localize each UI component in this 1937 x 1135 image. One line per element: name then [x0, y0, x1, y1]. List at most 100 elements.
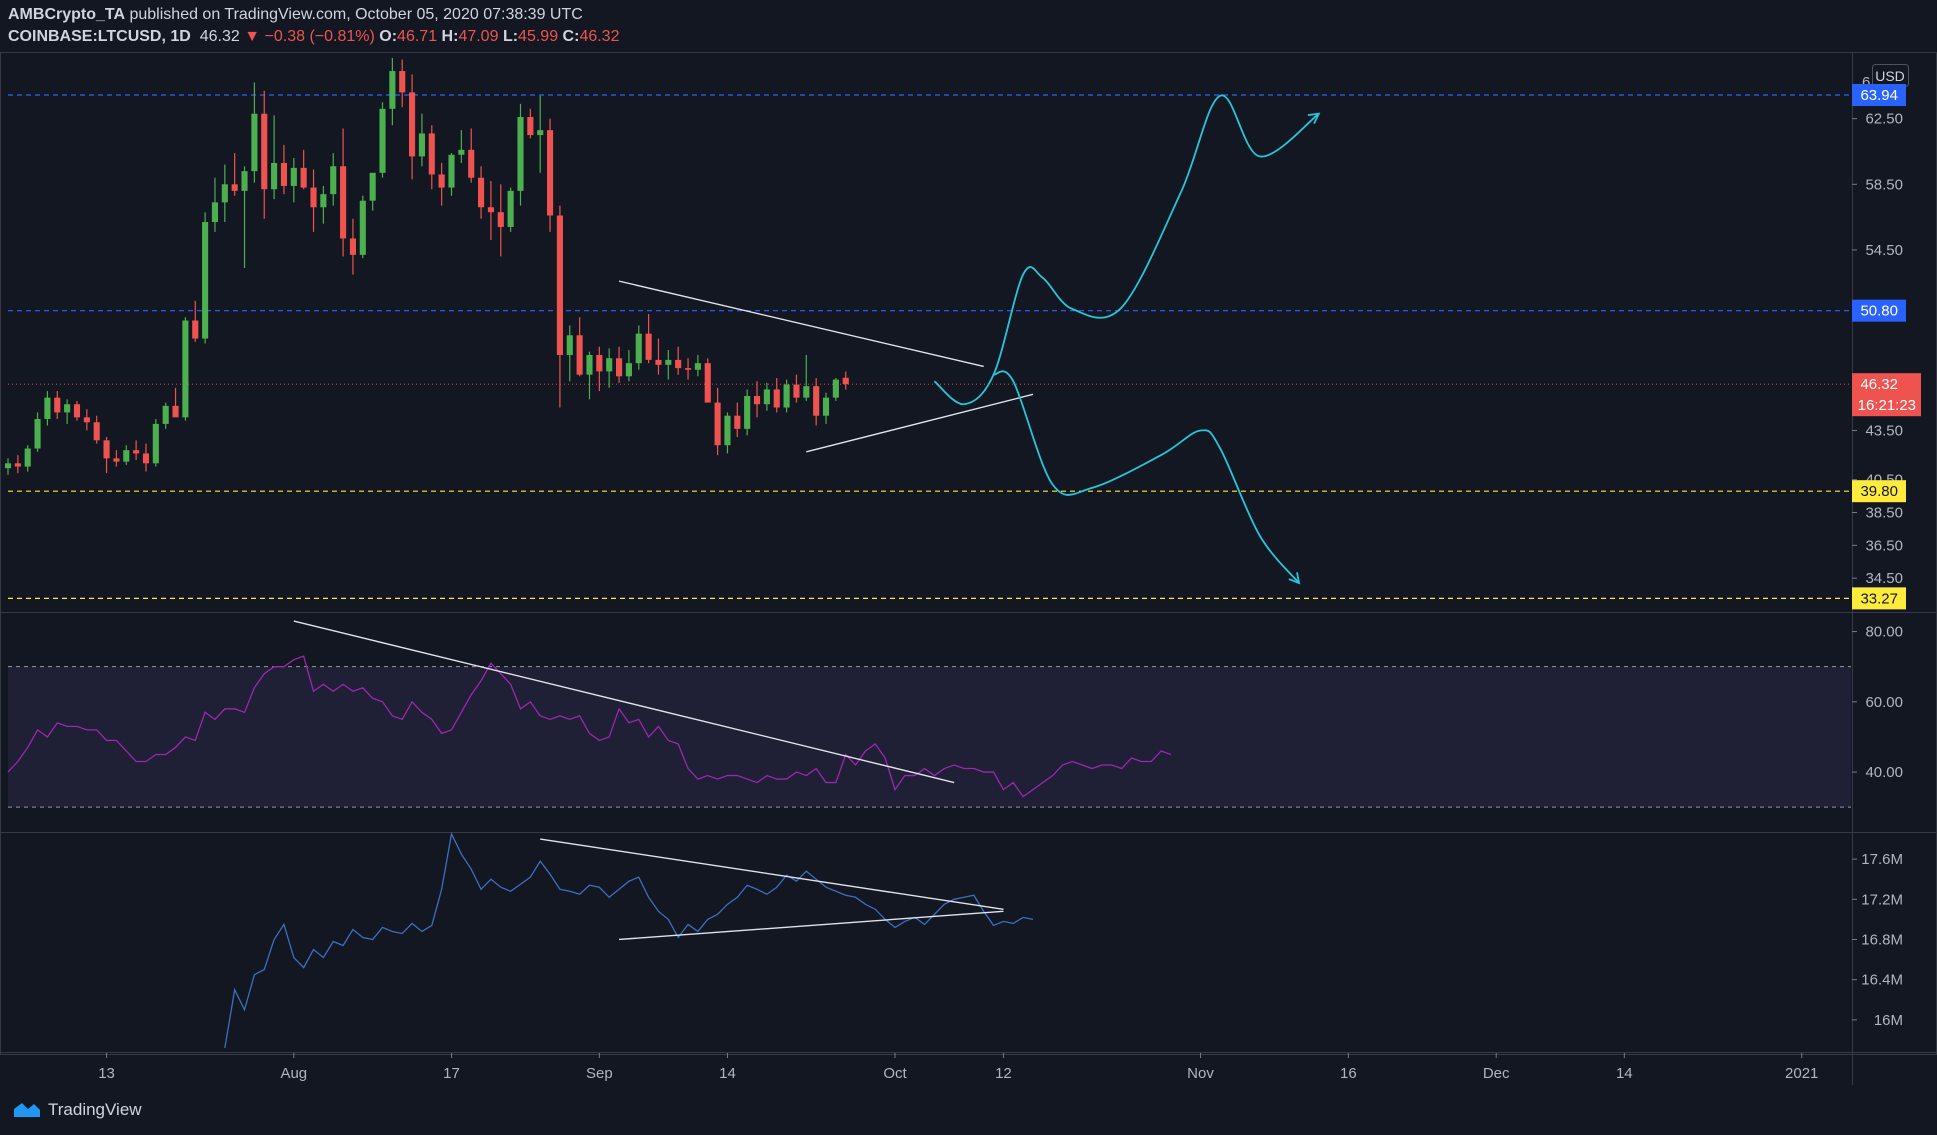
candle-body	[4, 463, 12, 469]
candle-body	[537, 130, 544, 136]
candle-body	[142, 453, 150, 464]
last-price-tag	[1852, 373, 1921, 417]
candle-body	[409, 92, 416, 157]
candle-body	[468, 149, 475, 178]
candle-body	[349, 238, 357, 255]
candle-body	[320, 194, 327, 208]
candle-body	[527, 117, 534, 136]
indicator-tick-label: 17.6M	[1861, 851, 1903, 868]
candle-body	[359, 200, 366, 255]
low-value: 45.99	[518, 28, 559, 45]
projection-arrowhead-icon	[1288, 572, 1301, 585]
x-tick-label: 17	[443, 1065, 460, 1082]
candle-body	[44, 397, 51, 419]
candle-body	[162, 405, 169, 424]
candle-body	[369, 172, 376, 201]
candle-body	[507, 190, 514, 227]
candle-body	[763, 389, 770, 405]
bar-countdown-label: 16:21:23	[1858, 397, 1916, 414]
candle-body	[566, 335, 573, 355]
candle-body	[438, 174, 445, 188]
x-tick-label: Oct	[883, 1065, 907, 1082]
change-arrow-icon: ▼	[244, 28, 261, 45]
candle-body	[241, 171, 248, 191]
x-tick-label: 14	[1616, 1065, 1633, 1082]
x-tick-label: 13	[98, 1065, 115, 1082]
level-price-label: 33.27	[1860, 590, 1898, 607]
candle-body	[675, 359, 682, 369]
candle-body	[724, 415, 731, 446]
y-tick-label: 62.50	[1865, 111, 1903, 128]
open-label: O:	[379, 28, 398, 45]
projection-arrowhead-icon	[1307, 112, 1321, 125]
candle-body	[428, 133, 435, 175]
y-tick-label: 36.50	[1865, 537, 1903, 554]
candle-body	[133, 450, 140, 454]
candle-body	[251, 113, 258, 172]
candle-body	[478, 177, 485, 208]
candle-body	[704, 363, 711, 403]
rsi-band-fill	[8, 666, 1851, 808]
candle-body	[783, 384, 790, 408]
symbol-name[interactable]: COINBASE:LTCUSD, 1D	[8, 28, 191, 45]
candle-body	[813, 386, 820, 416]
indicator-trendline	[540, 838, 1004, 911]
candle-body	[842, 377, 849, 385]
indicator-tick-label: 16.4M	[1861, 972, 1903, 989]
y-tick-label: 43.50	[1865, 422, 1903, 439]
publish-info: AMBCrypto_TA published on TradingView.co…	[8, 6, 583, 24]
level-price-tag	[1852, 587, 1906, 610]
level-price-tag	[1852, 480, 1906, 503]
currency-label: USD	[1875, 68, 1905, 84]
y-tick-label: 54.50	[1865, 242, 1903, 259]
candle-body	[221, 184, 228, 203]
level-price-label: 39.80	[1860, 483, 1898, 500]
candle-body	[744, 396, 751, 429]
footer-brand[interactable]: TradingView	[12, 1100, 142, 1120]
x-tick-label: Dec	[1483, 1065, 1510, 1082]
candle-body	[822, 397, 830, 416]
candle-body	[448, 154, 455, 188]
candle-body	[64, 404, 71, 413]
candle-body	[211, 202, 219, 223]
x-tick-label: Aug	[280, 1065, 307, 1082]
candle-body	[418, 133, 425, 157]
indicator-line	[224, 831, 1034, 1049]
last-price: 46.32	[199, 28, 240, 45]
candle-body	[773, 389, 780, 408]
candle-body	[73, 404, 81, 418]
candle-body	[182, 320, 189, 418]
triangle-trendline	[618, 280, 984, 368]
candle-body	[487, 207, 494, 213]
high-label: H:	[441, 28, 459, 45]
candle-body	[655, 359, 662, 365]
level-price-tag	[1852, 84, 1906, 107]
candle-body	[93, 422, 100, 441]
candle-body	[310, 187, 317, 208]
candle-body	[54, 397, 61, 413]
candle-body	[753, 396, 761, 405]
tradingview-logo-icon	[14, 1103, 40, 1117]
candle-body	[596, 354, 603, 372]
x-tick-label: Nov	[1187, 1065, 1214, 1082]
candle-body	[606, 358, 613, 372]
y-tick-label: 38.50	[1865, 505, 1903, 522]
candle-body	[645, 333, 652, 360]
high-value: 47.09	[458, 28, 499, 45]
publisher-name: AMBCrypto_TA	[8, 6, 126, 23]
candle-body	[290, 167, 297, 186]
candle-body	[547, 130, 554, 216]
candle-body	[714, 402, 721, 446]
candle-body	[803, 386, 810, 398]
x-tick-label: 14	[719, 1065, 736, 1082]
indicator-tick-label: 17.2M	[1861, 891, 1903, 908]
indicator-tick-label: 16.8M	[1861, 931, 1903, 948]
candle-body	[665, 359, 672, 365]
published-text: published on TradingView.com, October 05…	[129, 6, 583, 23]
brand-name: TradingView	[48, 1100, 142, 1119]
candle-body	[793, 384, 800, 398]
triangle-trendline	[806, 393, 1034, 453]
candle-body	[231, 184, 238, 191]
candle-body	[202, 222, 209, 339]
